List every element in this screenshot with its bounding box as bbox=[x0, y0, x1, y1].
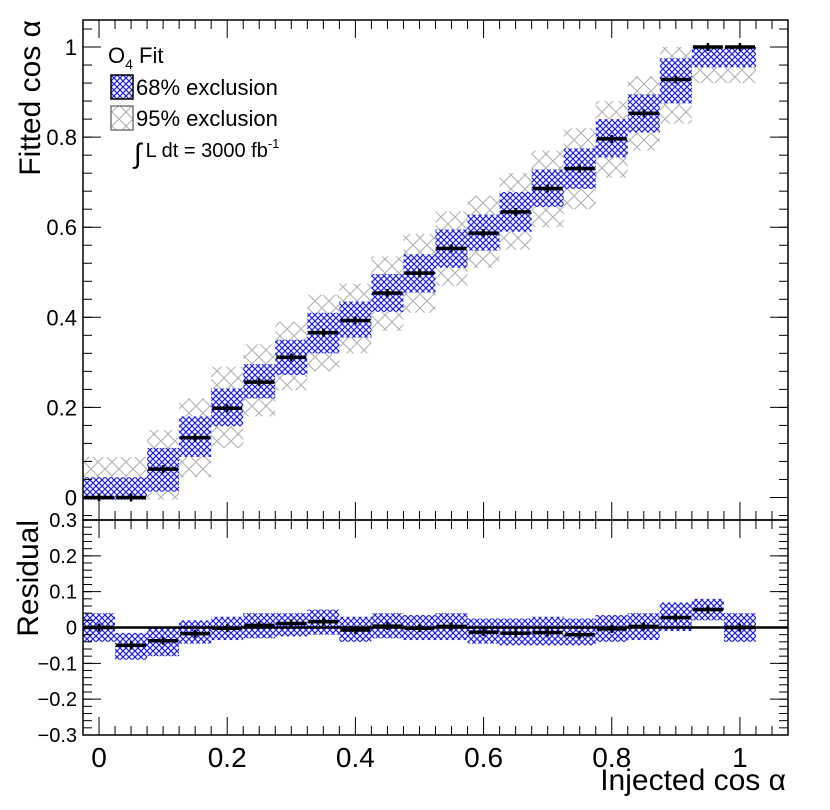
residual-point-17 bbox=[628, 622, 659, 631]
bottom-y-tick-label: −0.3 bbox=[38, 725, 77, 747]
top-y-axis-label: Fitted cos α bbox=[14, 20, 47, 176]
bottom-y-tick-label: −0.1 bbox=[38, 653, 77, 675]
top-y-tick-label: 0.6 bbox=[46, 215, 77, 240]
fit-point-1 bbox=[116, 493, 147, 502]
residual-point-7 bbox=[308, 617, 339, 626]
top-panel: 0 0.2 0.4 0.6 0.8 1 Fitted cos α O4 Fit 68% e… bbox=[14, 19, 789, 521]
top-y-tick-labels: 0 0.2 0.4 0.6 0.8 1 bbox=[46, 35, 77, 510]
band-68-0 bbox=[83, 477, 116, 500]
residual-point-9 bbox=[372, 622, 403, 631]
bottom-y-tick-labels: −0.3 −0.2 −0.1 0 0.1 0.2 0.3 bbox=[38, 510, 77, 747]
fit-point-12 bbox=[468, 229, 499, 238]
top-y-tick-label: 1 bbox=[65, 35, 77, 60]
residual-point-14 bbox=[532, 628, 563, 637]
legend-swatch-68 bbox=[110, 74, 134, 100]
fit-point-3 bbox=[180, 433, 211, 442]
fit-point-2 bbox=[148, 465, 179, 474]
top-y-tick-label: 0.2 bbox=[46, 395, 77, 420]
x-tick-label: 0.6 bbox=[464, 742, 503, 773]
residual-point-13 bbox=[500, 629, 531, 638]
residual-point-5 bbox=[244, 621, 275, 630]
x-tick-label: 0 bbox=[91, 742, 107, 773]
residual-point-2 bbox=[148, 636, 179, 645]
bottom-y-tick-label: 0.2 bbox=[49, 546, 77, 568]
residual-point-8 bbox=[340, 626, 371, 635]
residual-point-19 bbox=[692, 605, 723, 614]
fit-point-20 bbox=[724, 43, 755, 52]
band-68-20 bbox=[723, 47, 756, 68]
residual-point-3 bbox=[180, 629, 211, 638]
residual-point-6 bbox=[276, 619, 307, 628]
fit-point-9 bbox=[372, 288, 403, 297]
residual-point-4 bbox=[212, 624, 243, 633]
top-y-tick-label: 0 bbox=[65, 485, 77, 510]
residual-point-10 bbox=[404, 624, 435, 633]
fit-point-11 bbox=[436, 244, 467, 253]
band-68-1 bbox=[115, 477, 148, 500]
legend-title: O4 Fit bbox=[108, 43, 163, 72]
x-axis-label: Injected cos α bbox=[600, 764, 786, 797]
legend-label-95: 95% exclusion bbox=[136, 106, 278, 131]
fit-point-18 bbox=[660, 75, 691, 84]
top-y-tick-label: 0.8 bbox=[46, 125, 77, 150]
fit-point-19 bbox=[692, 43, 723, 52]
x-tick-label: 1 bbox=[732, 742, 748, 773]
residual-point-18 bbox=[660, 613, 691, 622]
top-markers-group bbox=[84, 43, 755, 502]
fit-point-10 bbox=[404, 269, 435, 278]
residual-point-11 bbox=[436, 622, 467, 631]
x-tick-label: 0.2 bbox=[208, 742, 247, 773]
bottom-ticks-group bbox=[82, 519, 789, 736]
legend: O4 Fit 68% exclusion 95% exclusion ∫ L dt… bbox=[108, 43, 279, 169]
bottom-markers-group bbox=[84, 605, 755, 650]
bottom-panel: −0.3 −0.2 −0.1 0 0.1 0.2 0.3 0 0.2 0.4 0.6 0.8 1 Re… bbox=[12, 510, 789, 797]
fit-point-16 bbox=[596, 134, 627, 143]
legend-swatch-95 bbox=[110, 105, 134, 131]
bottom-y-tick-label: 0.3 bbox=[49, 510, 77, 532]
fit-point-7 bbox=[308, 328, 339, 337]
band-68-19 bbox=[691, 47, 724, 68]
residual-point-12 bbox=[468, 628, 499, 637]
fit-point-4 bbox=[212, 404, 243, 413]
bottom-y-tick-label: 0.1 bbox=[49, 582, 77, 604]
bottom-x-tick-labels: 0 0.2 0.4 0.6 0.8 1 bbox=[91, 742, 747, 773]
x-tick-label: 0.8 bbox=[592, 742, 631, 773]
residual-point-16 bbox=[596, 624, 627, 633]
residual-point-1 bbox=[116, 641, 147, 650]
legend-lumi: ∫ L dt = 3000 fb-1 bbox=[132, 136, 279, 169]
legend-label-68: 68% exclusion bbox=[136, 75, 278, 100]
residual-point-20 bbox=[724, 623, 755, 632]
top-y-tick-label: 0.4 bbox=[46, 305, 77, 330]
fit-point-5 bbox=[244, 378, 275, 387]
fit-point-8 bbox=[340, 316, 371, 325]
residual-point-15 bbox=[564, 630, 595, 639]
fit-point-14 bbox=[532, 184, 563, 193]
bottom-y-tick-label: 0 bbox=[66, 618, 77, 640]
bottom-y-axis-label: Residual bbox=[12, 520, 45, 637]
fit-point-6 bbox=[276, 353, 307, 362]
x-tick-label: 0.4 bbox=[336, 742, 375, 773]
fit-point-15 bbox=[564, 164, 595, 173]
top-ticks-group bbox=[82, 20, 789, 520]
fit-point-13 bbox=[500, 207, 531, 216]
bottom-y-tick-label: −0.2 bbox=[38, 689, 77, 711]
fit-point-17 bbox=[628, 109, 659, 118]
